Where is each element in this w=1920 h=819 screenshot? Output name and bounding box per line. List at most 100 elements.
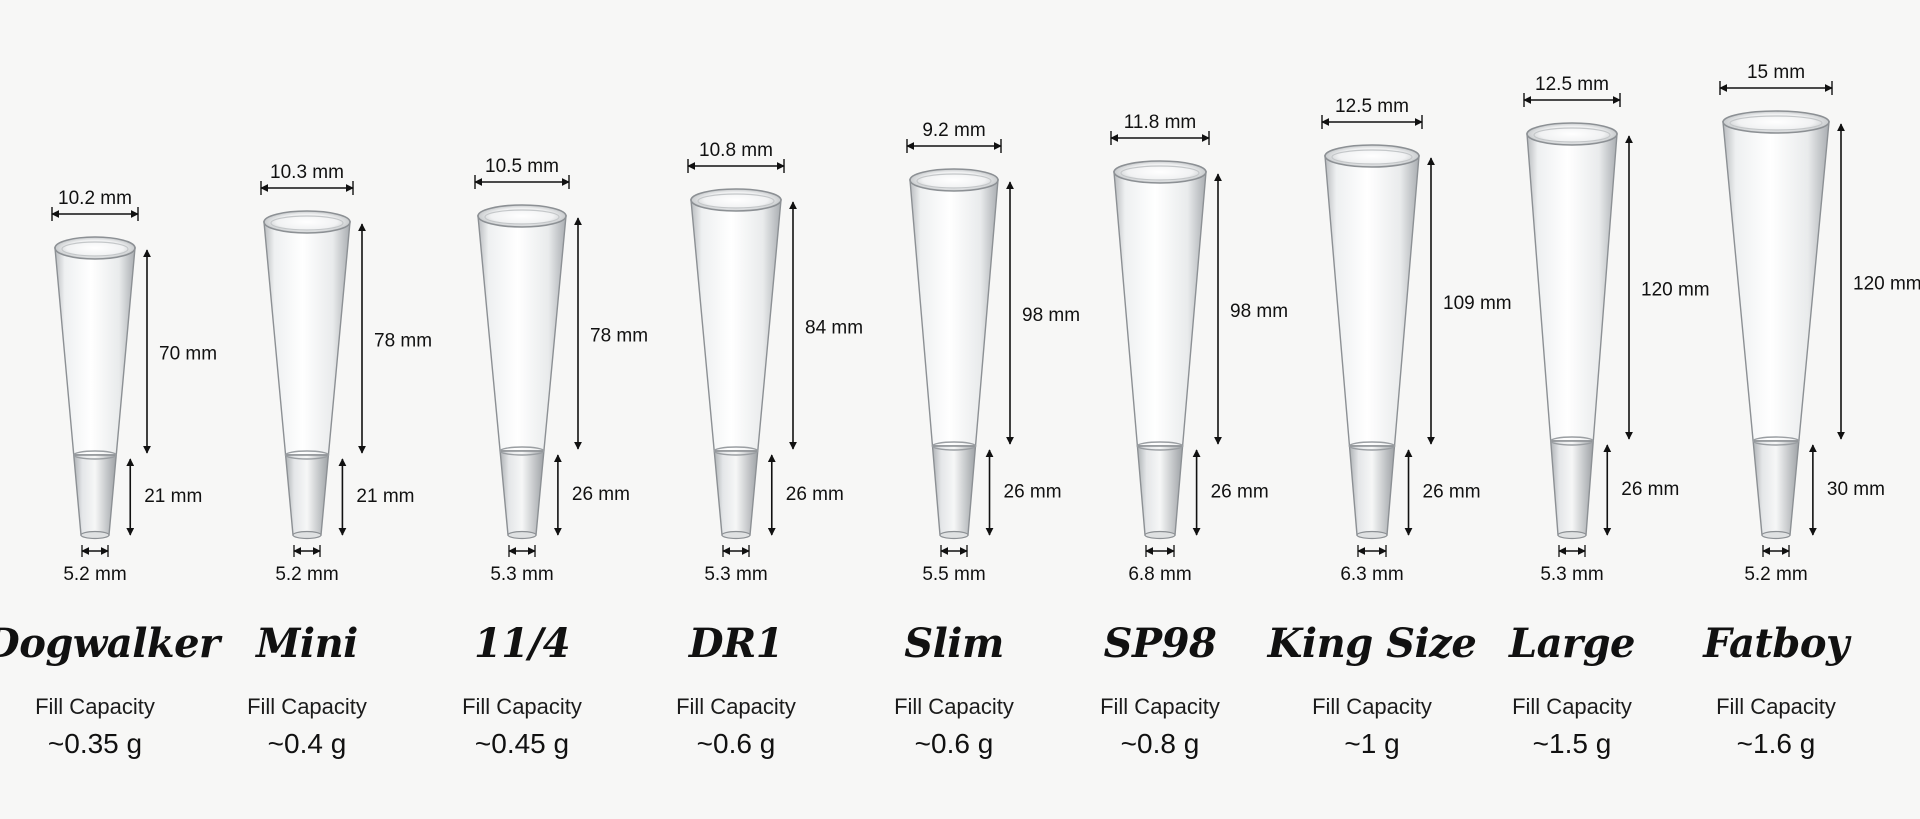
- seam: [1550, 436, 1594, 446]
- tip-diameter-label: 5.3 mm: [704, 564, 767, 585]
- tip: [1761, 530, 1791, 540]
- filter-length-label: 26 mm: [1211, 482, 1269, 503]
- paper-length-label: 120 mm: [1853, 274, 1920, 295]
- cone-9: [1719, 81, 1833, 557]
- cone-2: [260, 181, 354, 557]
- tip-diameter-label: 5.3 mm: [490, 564, 553, 585]
- top-diameter-label: 10.5 mm: [485, 156, 559, 177]
- fill-capacity-label: Fill Capacity: [894, 694, 1014, 719]
- filter-section: [72, 454, 118, 536]
- cone-name: Fatboy: [1703, 620, 1849, 667]
- fill-capacity-label: Fill Capacity: [1716, 694, 1836, 719]
- filter-section: [1752, 440, 1800, 536]
- filter-section: [1136, 445, 1184, 536]
- cone-name: Slim: [904, 620, 1004, 667]
- rim: [477, 204, 567, 228]
- cone-4: [687, 159, 785, 557]
- tip: [292, 530, 322, 540]
- paper-section: [909, 179, 999, 447]
- rim-inner: [1729, 115, 1823, 131]
- fill-capacity-value: ~0.8 g: [1120, 728, 1200, 759]
- seam: [1752, 436, 1800, 446]
- tip-diameter-label: 5.2 mm: [275, 564, 338, 585]
- cone-7: [1321, 115, 1423, 557]
- top-diameter-label: 12.5 mm: [1535, 74, 1609, 95]
- filter-section: [1348, 445, 1396, 536]
- tip: [1356, 530, 1388, 540]
- seam: [1136, 441, 1184, 451]
- tip-diameter-label: 5.3 mm: [1540, 564, 1603, 585]
- tip-diameter-label: 6.8 mm: [1128, 564, 1191, 585]
- filter-length-label: 21 mm: [144, 486, 202, 507]
- cone-name: SP98: [1103, 620, 1217, 667]
- fill-capacity-value: ~0.35 g: [47, 728, 143, 759]
- rim-inner: [484, 209, 560, 225]
- filter-length-label: 21 mm: [356, 486, 414, 507]
- filter-section: [713, 450, 759, 536]
- top-diameter-label: 10.2 mm: [58, 188, 132, 209]
- fill-capacity-value: ~1 g: [1344, 728, 1400, 759]
- fill-capacity-label: Fill Capacity: [35, 694, 155, 719]
- rim: [690, 188, 782, 212]
- top-diameter-label: 11.8 mm: [1124, 112, 1197, 133]
- paper-section: [263, 221, 351, 456]
- cone-name: King Size: [1267, 620, 1477, 667]
- rim: [54, 236, 136, 260]
- filter-length-label: 26 mm: [1621, 479, 1679, 500]
- rim-inner: [1331, 149, 1413, 165]
- cone-5: [906, 139, 1002, 557]
- rim: [1526, 122, 1618, 146]
- paper-length-label: 120 mm: [1641, 280, 1710, 301]
- rim: [1324, 144, 1420, 168]
- tip: [721, 530, 751, 540]
- filter-length-label: 26 mm: [1004, 482, 1062, 503]
- top-diameter-label: 12.5 mm: [1335, 96, 1409, 117]
- seam: [284, 450, 330, 460]
- filter-section: [1549, 440, 1595, 536]
- cone-3: [474, 175, 570, 557]
- top-diameter-label: 15 mm: [1747, 62, 1805, 83]
- rim-inner: [270, 215, 344, 231]
- cone-name: Large: [1508, 620, 1636, 667]
- rim-inner: [1533, 127, 1611, 143]
- paper-length-label: 84 mm: [805, 318, 863, 339]
- filter-length-label: 26 mm: [572, 484, 630, 505]
- seam: [73, 450, 117, 460]
- top-diameter-label: 10.3 mm: [270, 162, 344, 183]
- paper-section: [1113, 171, 1207, 447]
- tip: [1144, 530, 1176, 540]
- fill-capacity-value: ~0.4 g: [267, 728, 347, 759]
- seam: [499, 446, 545, 456]
- fill-capacity-value: ~0.6 g: [696, 728, 776, 759]
- seam: [931, 441, 977, 451]
- paper-length-label: 78 mm: [374, 331, 432, 352]
- cone-name: 11/4: [473, 620, 571, 667]
- filter-length-label: 30 mm: [1827, 479, 1885, 500]
- rim-inner: [61, 241, 129, 257]
- cone-name: DR1: [688, 620, 784, 667]
- cone-8: [1523, 93, 1621, 557]
- fill-capacity-label: Fill Capacity: [1512, 694, 1632, 719]
- filter-length-label: 26 mm: [786, 484, 844, 505]
- paper-length-label: 70 mm: [159, 344, 217, 365]
- fill-capacity-label: Fill Capacity: [247, 694, 367, 719]
- paper-length-label: 78 mm: [590, 326, 648, 347]
- fill-capacity-value: ~0.6 g: [914, 728, 994, 759]
- fill-capacity-value: ~1.6 g: [1736, 728, 1816, 759]
- rim: [909, 168, 999, 192]
- tip: [939, 530, 969, 540]
- fill-capacity-value: ~1.5 g: [1532, 728, 1612, 759]
- seam: [1348, 441, 1396, 451]
- filter-section: [931, 445, 977, 536]
- fill-capacity-label: Fill Capacity: [676, 694, 796, 719]
- tip-diameter-label: 5.2 mm: [63, 564, 126, 585]
- filter-section: [499, 450, 545, 536]
- fill-capacity-label: Fill Capacity: [462, 694, 582, 719]
- rim-inner: [1120, 165, 1200, 181]
- top-diameter-label: 10.8 mm: [699, 140, 773, 161]
- paper-length-label: 98 mm: [1230, 301, 1288, 322]
- top-diameter-label: 9.2 mm: [922, 120, 985, 141]
- tip: [1557, 530, 1587, 540]
- tip-diameter-label: 5.2 mm: [1744, 564, 1807, 585]
